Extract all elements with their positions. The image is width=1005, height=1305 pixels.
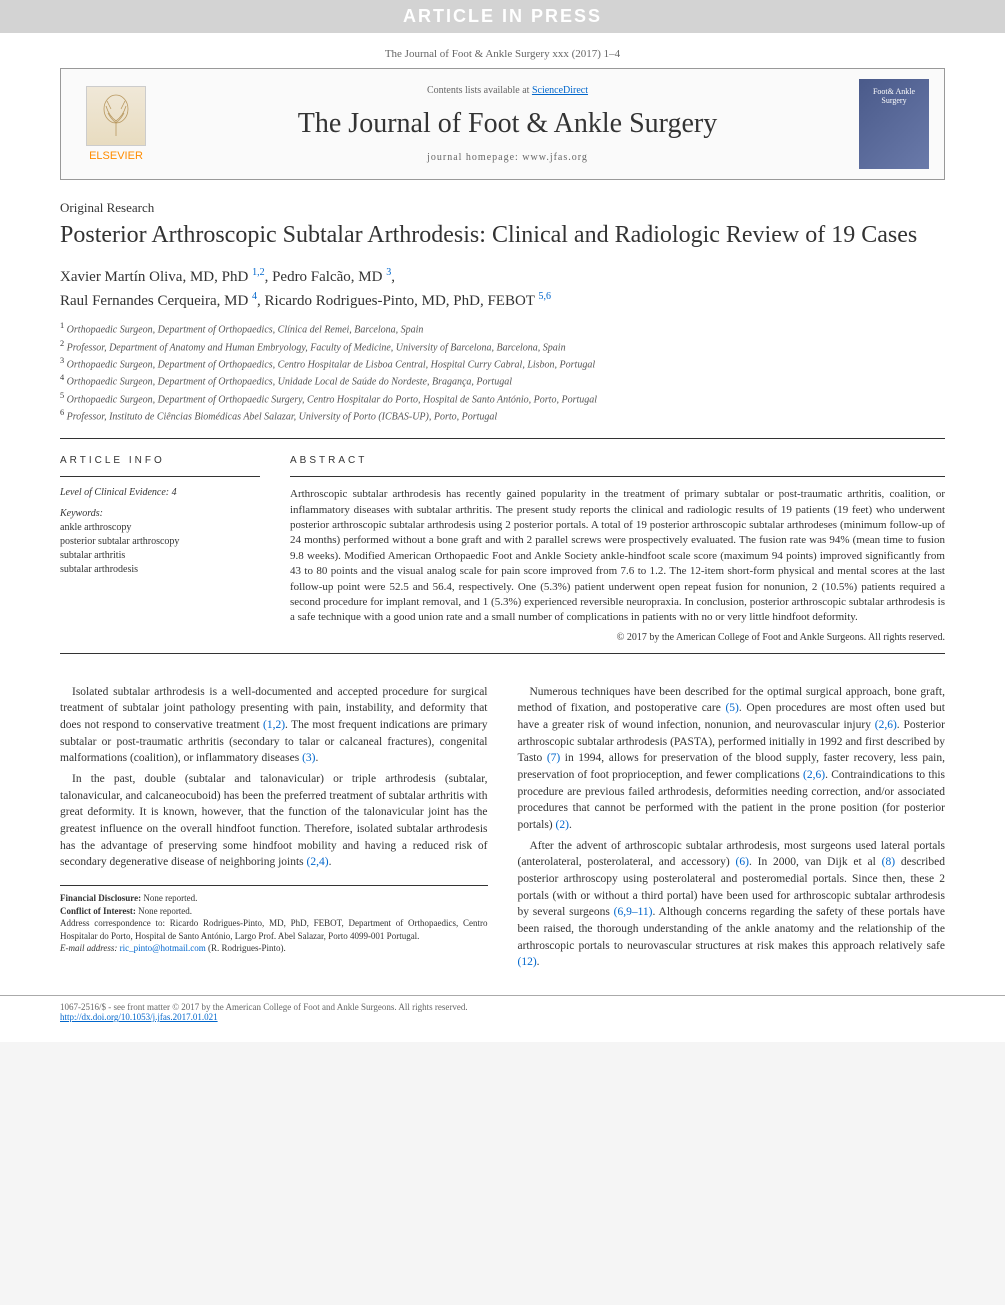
journal-homepage: journal homepage: www.jfas.org (156, 152, 859, 163)
correspondence: Address correspondence to: Ricardo Rodri… (60, 917, 488, 942)
info-abstract-row: ARTICLE INFO Level of Clinical Evidence:… (60, 455, 945, 643)
content-area: Original Research Posterior Arthroscopic… (0, 180, 1005, 995)
evidence-level: Level of Clinical Evidence: 4 (60, 487, 260, 498)
email-line: E-mail address: ric_pinto@hotmail.com (R… (60, 942, 488, 955)
body-paragraph: Numerous techniques have been described … (518, 684, 946, 834)
affiliation: 2 Professor, Department of Anatomy and H… (60, 338, 945, 355)
article-type: Original Research (60, 200, 945, 216)
affiliation: 1 Orthopaedic Surgeon, Department of Ort… (60, 320, 945, 337)
journal-header-box: ELSEVIER Contents lists available at Sci… (60, 68, 945, 180)
abstract-header: ABSTRACT (290, 455, 945, 466)
affiliation: 5 Orthopaedic Surgeon, Department of Ort… (60, 390, 945, 407)
body-columns: Isolated subtalar arthrodesis is a well-… (60, 684, 945, 975)
divider-abstract (290, 476, 945, 477)
homepage-url: www.jfas.org (522, 152, 588, 163)
contents-available-line: Contents lists available at ScienceDirec… (156, 85, 859, 96)
affiliation: 3 Orthopaedic Surgeon, Department of Ort… (60, 355, 945, 372)
journal-cover-thumbnail: Foot& Ankle Surgery (859, 79, 929, 169)
divider-top (60, 438, 945, 439)
body-column-right: Numerous techniques have been described … (518, 684, 946, 975)
contents-prefix: Contents lists available at (427, 85, 532, 96)
elsevier-tree-icon (86, 86, 146, 146)
article-info-column: ARTICLE INFO Level of Clinical Evidence:… (60, 455, 260, 643)
page: ARTICLE IN PRESS The Journal of Foot & A… (0, 0, 1005, 1042)
elsevier-logo: ELSEVIER (76, 79, 156, 169)
doi-link[interactable]: http://dx.doi.org/10.1053/j.jfas.2017.01… (60, 1012, 218, 1022)
affiliation: 4 Orthopaedic Surgeon, Department of Ort… (60, 372, 945, 389)
header-center: Contents lists available at ScienceDirec… (156, 85, 859, 163)
financial-disclosure: Financial Disclosure: None reported. (60, 892, 488, 905)
footnotes: Financial Disclosure: None reported.Conf… (60, 885, 488, 955)
divider-info (60, 476, 260, 477)
keyword: posterior subtalar arthroscopy (60, 535, 260, 549)
body-paragraph: Isolated subtalar arthrodesis is a well-… (60, 684, 488, 767)
elsevier-text: ELSEVIER (89, 150, 143, 162)
abstract-column: ABSTRACT Arthroscopic subtalar arthrodes… (290, 455, 945, 643)
journal-title: The Journal of Foot & Ankle Surgery (156, 108, 859, 140)
footer-copyright: 1067-2516/$ - see front matter © 2017 by… (60, 1002, 468, 1012)
email-link[interactable]: ric_pinto@hotmail.com (120, 943, 206, 953)
journal-reference: The Journal of Foot & Ankle Surgery xxx … (0, 33, 1005, 68)
keyword: subtalar arthritis (60, 549, 260, 563)
body-column-left: Isolated subtalar arthrodesis is a well-… (60, 684, 488, 975)
body-paragraph: In the past, double (subtalar and talona… (60, 771, 488, 871)
keywords-list: ankle arthroscopyposterior subtalar arth… (60, 521, 260, 577)
cover-text: Foot& Ankle Surgery (863, 87, 925, 105)
sciencedirect-link[interactable]: ScienceDirect (532, 85, 588, 96)
footer: 1067-2516/$ - see front matter © 2017 by… (0, 995, 1005, 1042)
abstract-copyright: © 2017 by the American College of Foot a… (290, 632, 945, 643)
keywords-label: Keywords: (60, 508, 260, 519)
divider-bottom (60, 653, 945, 654)
affiliation: 6 Professor, Instituto de Ciências Biomé… (60, 407, 945, 424)
keyword: ankle arthroscopy (60, 521, 260, 535)
authors: Xavier Martín Oliva, MD, PhD 1,2, Pedro … (60, 265, 945, 312)
conflict-of-interest: Conflict of Interest: None reported. (60, 905, 488, 918)
affiliations: 1 Orthopaedic Surgeon, Department of Ort… (60, 320, 945, 424)
body-paragraph: After the advent of arthroscopic subtala… (518, 838, 946, 971)
article-in-press-banner: ARTICLE IN PRESS (0, 0, 1005, 33)
article-info-header: ARTICLE INFO (60, 455, 260, 466)
article-title: Posterior Arthroscopic Subtalar Arthrode… (60, 220, 945, 251)
homepage-prefix: journal homepage: (427, 152, 522, 163)
keyword: subtalar arthrodesis (60, 563, 260, 577)
abstract-text: Arthroscopic subtalar arthrodesis has re… (290, 487, 945, 626)
